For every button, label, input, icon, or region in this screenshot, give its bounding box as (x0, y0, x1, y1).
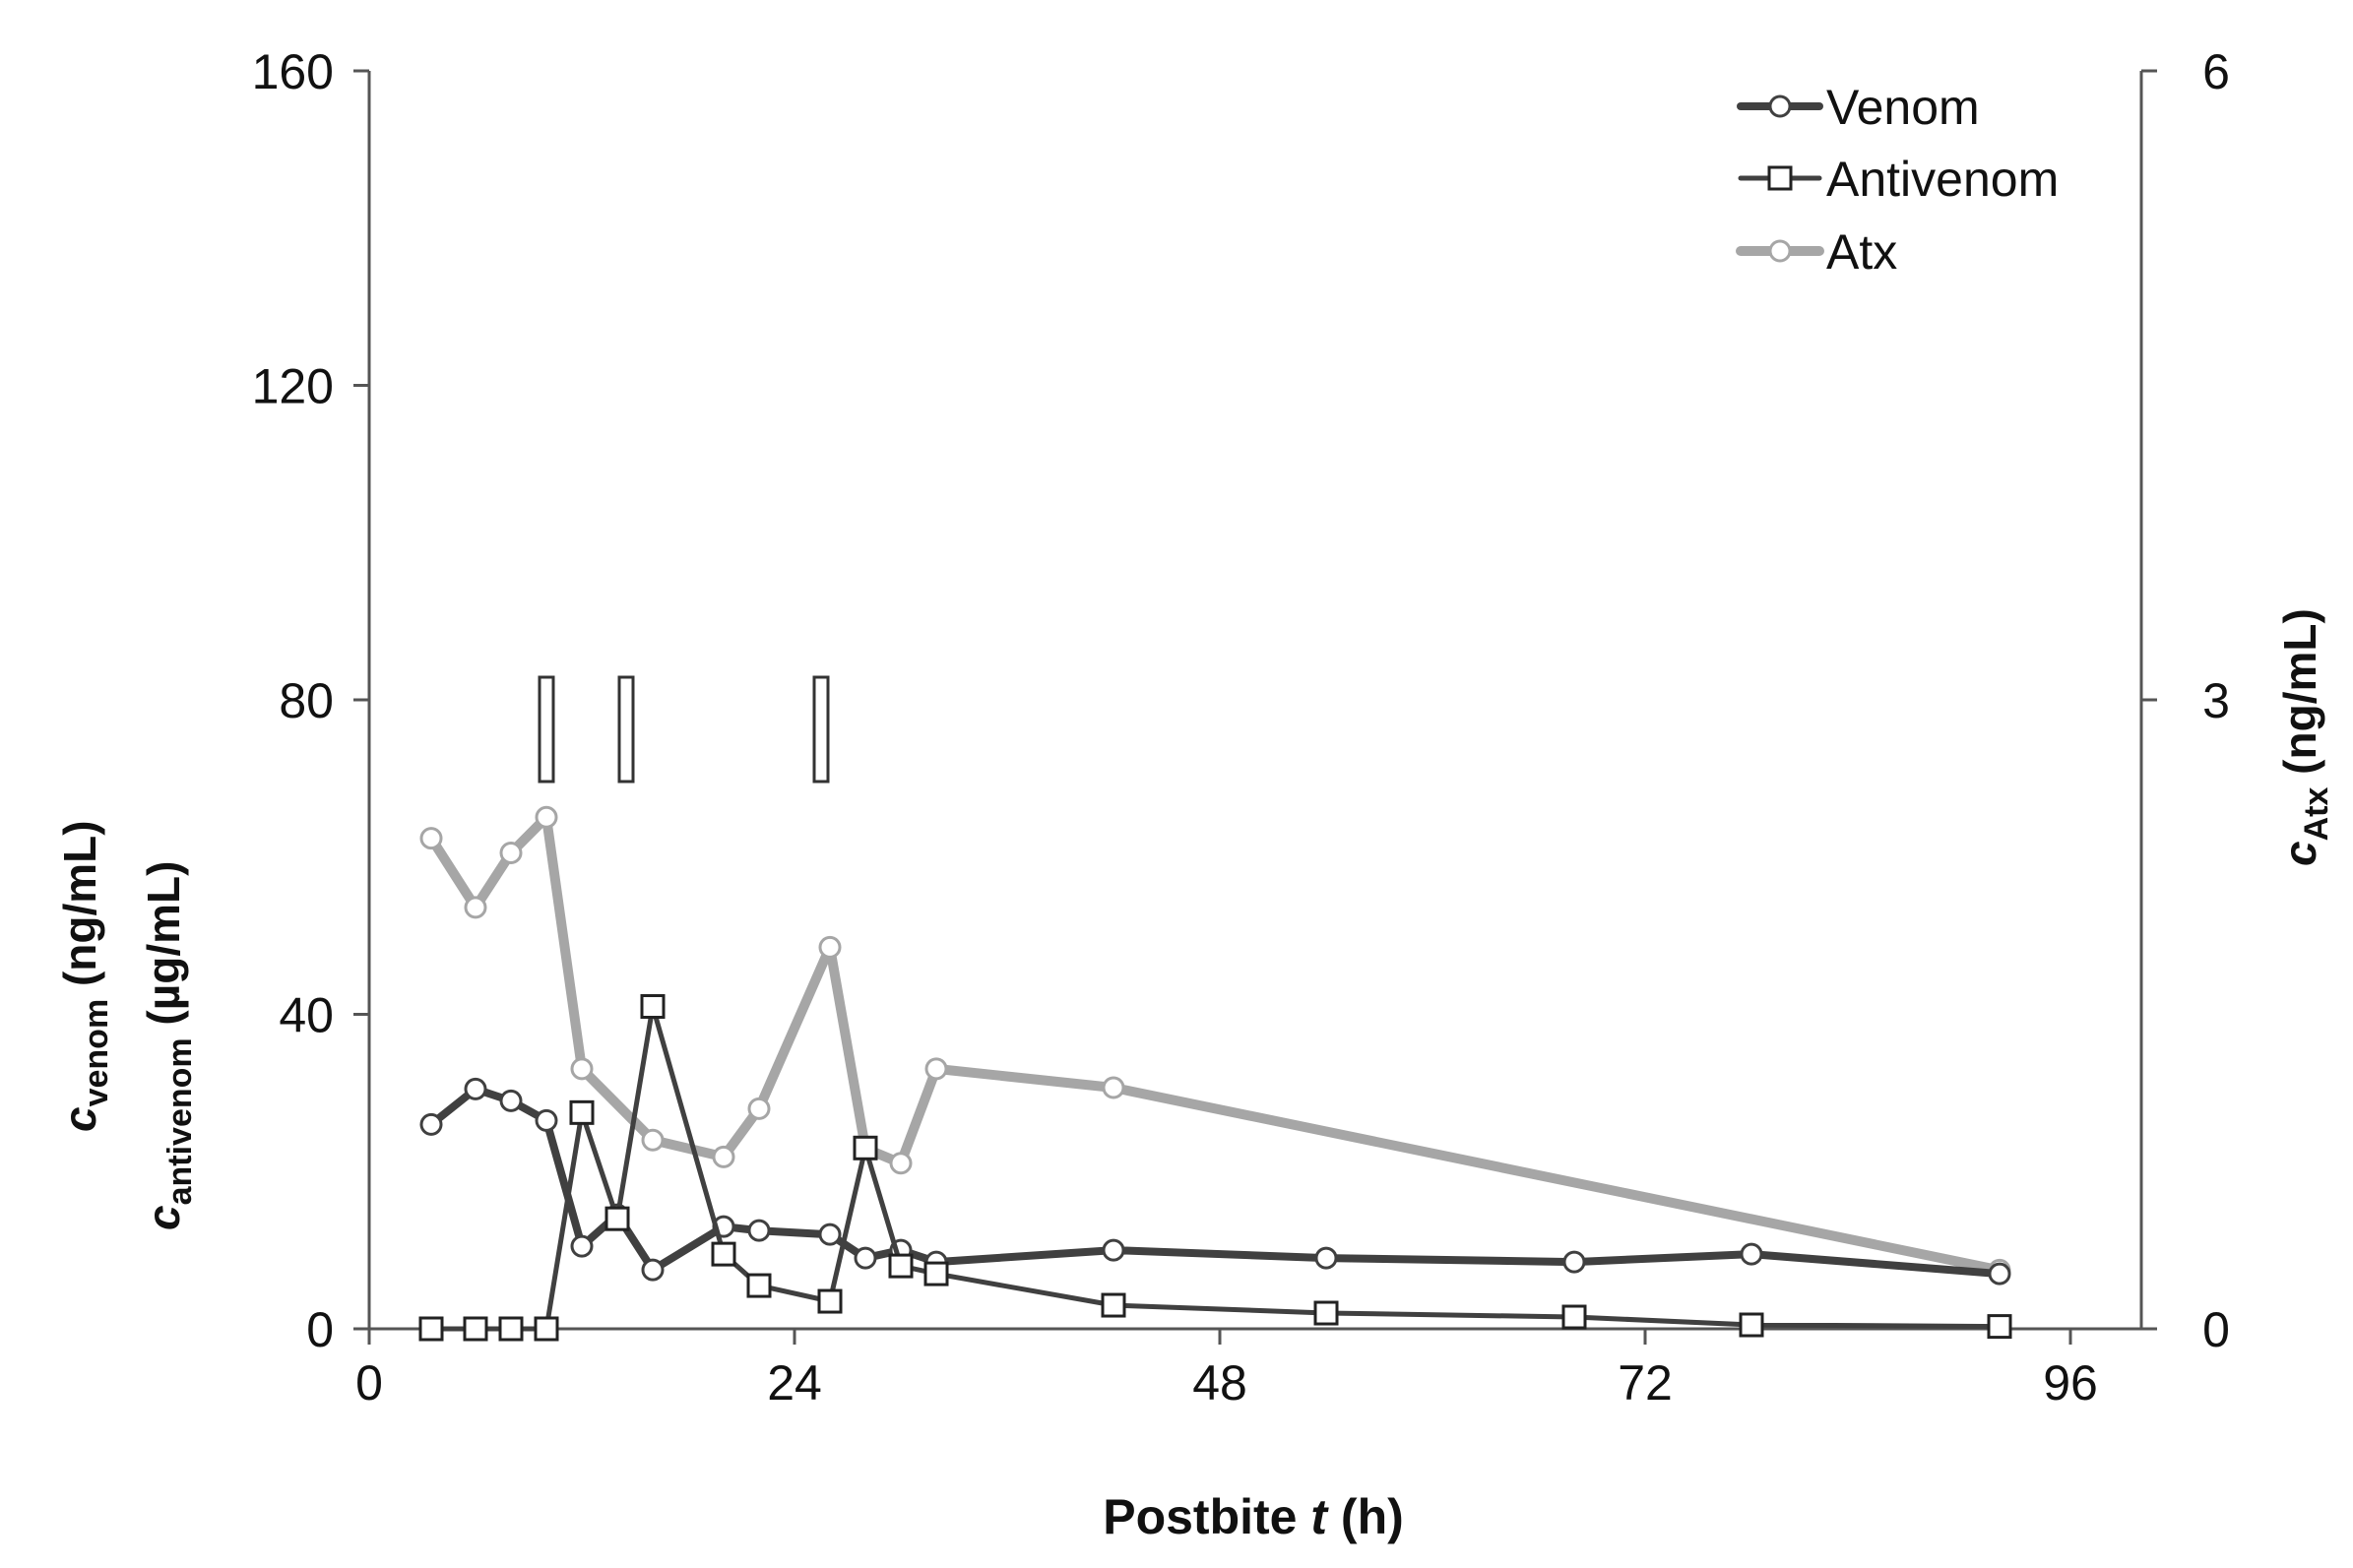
data-point-antivenom (817, 1288, 843, 1314)
data-point-venom (641, 1258, 665, 1282)
legend-label: Atx (1826, 224, 1897, 280)
data-point-venom (747, 1219, 771, 1242)
antivenom-dose-marker (538, 675, 555, 784)
data-point-atx (712, 1145, 735, 1168)
x-axis-title: Postbite t (h) (1103, 1489, 1404, 1544)
y-right-tick-label: 6 (2202, 44, 2230, 99)
antivenom-dose-marker (812, 675, 830, 784)
data-point-atx (818, 935, 842, 959)
data-point-antivenom (569, 1099, 595, 1125)
data-point-antivenom (640, 994, 666, 1020)
data-point-atx (889, 1152, 913, 1175)
x-tick-label: 72 (1618, 1355, 1673, 1411)
x-tick-label: 96 (2043, 1355, 2098, 1411)
data-point-atx (570, 1057, 594, 1081)
x-tick-label: 0 (355, 1355, 383, 1411)
y-left-tick-label: 40 (279, 988, 334, 1043)
data-point-venom (419, 1112, 443, 1136)
legend-swatch-marker (1767, 165, 1793, 191)
data-point-venom (570, 1234, 594, 1258)
data-point-antivenom (1561, 1304, 1587, 1330)
data-point-venom (535, 1108, 558, 1132)
axes: 0 24 48 72 96 0 40 80 120 160 0 3 6 (252, 44, 2230, 1411)
antivenom-dose-marker (617, 675, 635, 784)
legend-label: Antivenom (1826, 152, 2059, 207)
data-point-atx (464, 896, 487, 919)
data-point-atx (641, 1128, 665, 1152)
series-antivenom (418, 994, 2012, 1342)
series-atx (419, 805, 2011, 1282)
data-point-atx (419, 827, 443, 850)
data-point-venom (499, 1089, 523, 1112)
data-point-antivenom (1987, 1314, 2012, 1340)
data-point-antivenom (418, 1316, 444, 1342)
antivenom-dose-markers (538, 675, 830, 784)
y-left-tick-label: 80 (279, 673, 334, 728)
data-point-antivenom (1313, 1300, 1339, 1326)
data-point-antivenom (1739, 1312, 1764, 1338)
data-point-venom (818, 1223, 842, 1246)
data-point-antivenom (888, 1253, 914, 1279)
y-left-tick-label: 160 (252, 44, 334, 99)
y-right-title-atx: cAtx (ng/mL) (2274, 608, 2335, 866)
data-point-venom (1314, 1246, 1338, 1270)
legend-entry-venom: Venom (1737, 80, 1980, 135)
y-right-tick-label: 0 (2202, 1302, 2230, 1357)
legend-entry-antivenom: Antivenom (1738, 152, 2059, 207)
legend-entry-atx: Atx (1736, 224, 1897, 280)
data-point-venom (464, 1077, 487, 1100)
legend-label: Venom (1826, 80, 1980, 135)
y-left-tick-label: 120 (252, 359, 334, 414)
data-point-antivenom (711, 1241, 736, 1267)
data-point-atx (499, 841, 523, 864)
x-tick-label: 24 (767, 1355, 822, 1411)
y-left-tick-label: 0 (306, 1302, 334, 1357)
data-point-antivenom (534, 1316, 559, 1342)
data-point-venom (1988, 1262, 2011, 1286)
y-right-tick-label: 3 (2202, 673, 2230, 728)
data-point-atx (1102, 1076, 1125, 1099)
data-point-antivenom (746, 1273, 772, 1298)
data-point-antivenom (498, 1316, 524, 1342)
data-point-antivenom (853, 1135, 878, 1160)
data-point-atx (924, 1057, 948, 1081)
data-point-antivenom (604, 1206, 630, 1231)
data-point-venom (1740, 1242, 1763, 1266)
data-point-venom (1102, 1238, 1125, 1262)
series-line-venom (427, 1085, 2003, 1279)
data-point-antivenom (923, 1261, 949, 1286)
data-point-antivenom (1101, 1292, 1126, 1318)
data-point-venom (1562, 1250, 1586, 1274)
series-group (418, 805, 2012, 1342)
legend-swatch-marker (1768, 94, 1792, 118)
series-line-antivenom (428, 1004, 2003, 1332)
data-point-venom (854, 1246, 877, 1270)
data-point-antivenom (463, 1316, 488, 1342)
series-line-atx (426, 812, 2004, 1276)
y-left-title-venom: cvenom (ng/mL) (54, 820, 115, 1132)
data-point-atx (535, 805, 558, 829)
legend: Venom Antivenom Atx (1736, 80, 2059, 280)
legend-swatch-marker (1768, 239, 1792, 263)
y-left-title-antivenom: cantivenom (µg/mL) (138, 861, 199, 1230)
x-tick-label: 48 (1192, 1355, 1247, 1411)
data-point-atx (747, 1097, 771, 1120)
